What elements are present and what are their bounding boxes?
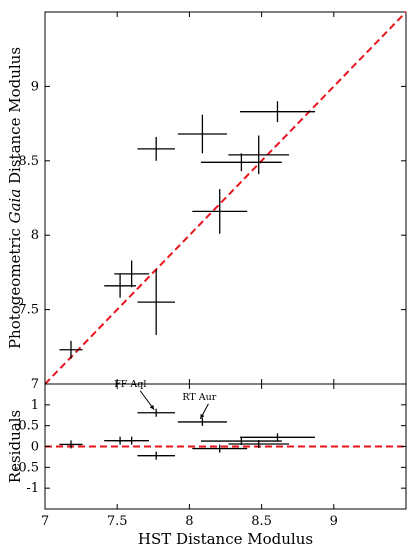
main-y-tick-label: 8 (31, 228, 39, 243)
main-y-tick-label: 9 (31, 79, 39, 94)
annotation-label: RT Aur (182, 392, 216, 403)
x-axis-label: HST Distance Modulus (138, 530, 313, 548)
resid-y-tick-label: -0.5 (14, 460, 39, 475)
resid-y-tick-label: 0 (31, 440, 39, 455)
main-y-axis-label: Photogeometric Gaia Distance Modulus (6, 47, 24, 349)
x-tick-label: 9 (330, 514, 338, 529)
main-y-axis-label-part: Gaia (6, 189, 24, 224)
resid-y-tick-label: 0.5 (18, 419, 39, 434)
main-y-axis-label-part: Distance Modulus (6, 47, 24, 189)
x-tick-label: 7.5 (107, 514, 128, 529)
x-tick-label: 8 (185, 514, 193, 529)
main-panel: 7 7.5 8 8.5 9 (18, 11, 407, 392)
residuals-panel: 7 7.5 8 8.5 9 1 0.5 0 -0.5 -1 FF Aql RT Aur (14, 379, 407, 529)
main-y-tick-label: 7.5 (18, 303, 39, 318)
one-to-one-line (44, 11, 407, 385)
resid-y-tick-label: 1 (31, 398, 39, 413)
main-y-axis-label-part: Photogeometric (6, 223, 24, 349)
residuals-y-axis-label: Residuals (6, 410, 24, 483)
resid-y-tick-label: -1 (26, 481, 39, 496)
x-tick-label: 8.5 (251, 514, 272, 529)
x-tick-label: 7 (41, 514, 49, 529)
main-y-tick-label: 7 (31, 377, 39, 392)
annotation-arrowhead (149, 404, 155, 410)
annotation-label: FF Aql (114, 379, 146, 390)
annotation-arrowhead (200, 413, 205, 419)
main-y-tick-label: 8.5 (18, 154, 39, 169)
